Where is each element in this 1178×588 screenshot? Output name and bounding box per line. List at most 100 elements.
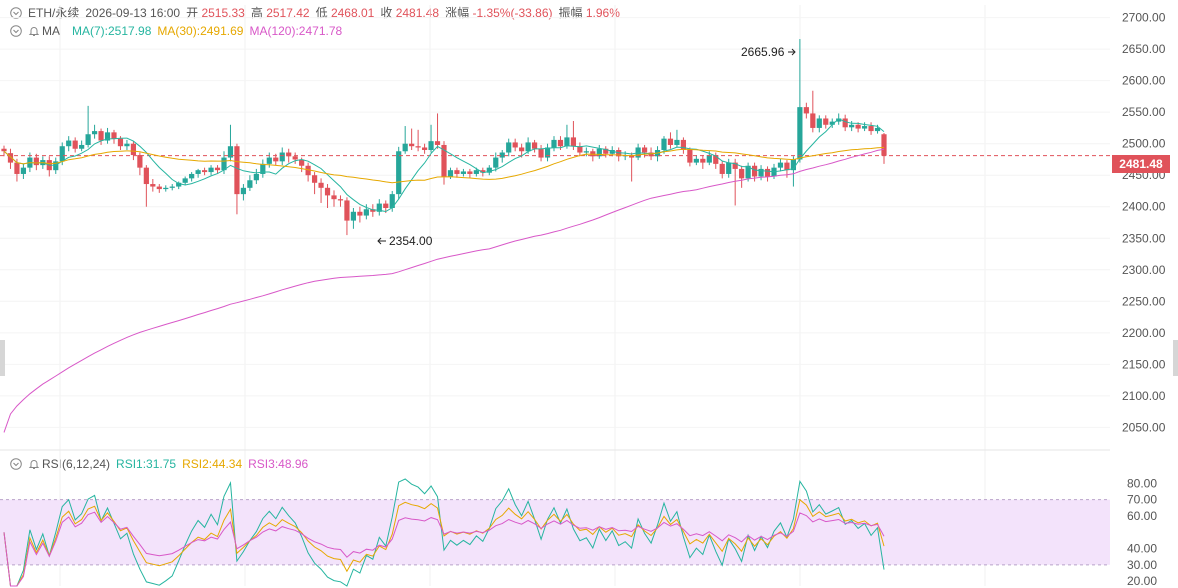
candle [7,148,14,169]
candle [363,204,369,220]
candle [357,206,363,223]
candle [687,147,693,167]
candle [512,138,518,152]
candle [454,167,460,178]
rsi-axis-tick: 70.00 [1127,493,1157,507]
high-field: 高 2517.42 [250,6,310,20]
rsi-axis-tick: 30.00 [1127,558,1157,572]
candle [53,157,59,174]
collapse-chevron-icon[interactable] [10,458,22,470]
candle [700,155,706,169]
candle [480,167,486,177]
candle [72,137,78,153]
candle [570,121,577,150]
candle [861,122,868,132]
candle [163,185,169,192]
candle [551,136,557,152]
candle [434,113,441,149]
rsi-axis-tick: 80.00 [1127,476,1157,490]
candle [441,141,447,185]
candle [499,150,505,163]
candle [493,152,499,172]
price-axis-tick: 2600.00 [1122,74,1166,88]
candle [460,168,467,177]
candle [85,105,91,148]
collapse-chevron-icon[interactable] [10,25,22,37]
candle [745,162,751,182]
candle [46,156,52,177]
candle [790,156,797,187]
candle [596,144,602,159]
ma120-line [3,148,885,433]
candle [169,184,175,191]
candle [667,132,674,149]
price-axis-tick: 2700.00 [1122,11,1166,25]
candle [182,176,188,186]
candle [143,165,149,207]
rsi-axis-tick: 60.00 [1127,509,1157,523]
candle [111,129,117,144]
candle [829,118,835,128]
price-axis-tick: 2650.00 [1122,42,1166,56]
rsi2-line [3,498,885,587]
candle [214,165,221,174]
candle [227,124,234,162]
candle [91,124,98,139]
candle [370,204,376,217]
candlestick-series [0,39,1110,236]
ma30-value: MA(30):2491.69 [157,24,244,38]
candle [389,190,395,212]
ma120-value: MA(120):2471.78 [249,24,343,38]
change-field: 涨幅 -1.35%(-33.86) [445,6,553,20]
candle [525,137,531,154]
right-scroll-handle[interactable] [1173,340,1178,376]
candle [823,115,829,129]
candle [415,129,421,152]
left-scroll-handle[interactable] [0,340,5,376]
rsi3-line [3,511,885,587]
moving-average-lines [3,118,885,433]
candle [764,166,771,182]
collapse-chevron-icon[interactable] [10,7,22,19]
candle [240,184,247,201]
chart-annotations: 2665.96 2354.00 [377,45,796,248]
candle [247,175,253,191]
close-field: 收 2481.48 [380,6,440,20]
candle [98,128,104,145]
candle [531,139,538,153]
rsi-axis: 80.00 70.00 60.00 40.00 30.00 20.00 [1127,476,1157,588]
candle [486,165,492,176]
amplitude-field: 振幅 1.96% [558,6,620,20]
rsi-title[interactable]: RSI(6,12,24) [28,457,110,471]
candle [305,162,311,182]
price-axis-tick: 2150.00 [1122,357,1166,371]
price-axis-tick: 2050.00 [1122,420,1166,434]
bell-icon [28,460,40,469]
candle [137,152,143,176]
price-axis-tick: 2100.00 [1122,389,1166,403]
ma-indicator-row: MA MA(7):2517.98 MA(30):2491.69 MA(120):… [10,24,342,38]
ma-title[interactable]: MA [28,24,60,38]
ma7-value: MA(7):2517.98 [72,24,152,38]
high-annotation: 2665.96 [741,45,785,59]
candle [350,208,357,229]
candle [20,163,27,179]
rsi1-value: RSI1:31.75 [116,457,177,471]
candle [564,124,570,149]
price-axis: 2700.002650.002600.002550.002500.002450.… [1122,11,1166,435]
candle [726,158,732,178]
candle [544,143,551,162]
candle [881,132,887,164]
high-arrow-icon [788,48,796,56]
candle [260,159,266,178]
candle [331,190,337,207]
rsi-axis-tick: 40.00 [1127,542,1157,556]
candle [279,147,285,166]
candle [583,147,589,157]
ma7-line [3,118,885,213]
candle [195,168,201,178]
candle [318,178,324,203]
candle [292,152,298,164]
candle [396,146,402,200]
